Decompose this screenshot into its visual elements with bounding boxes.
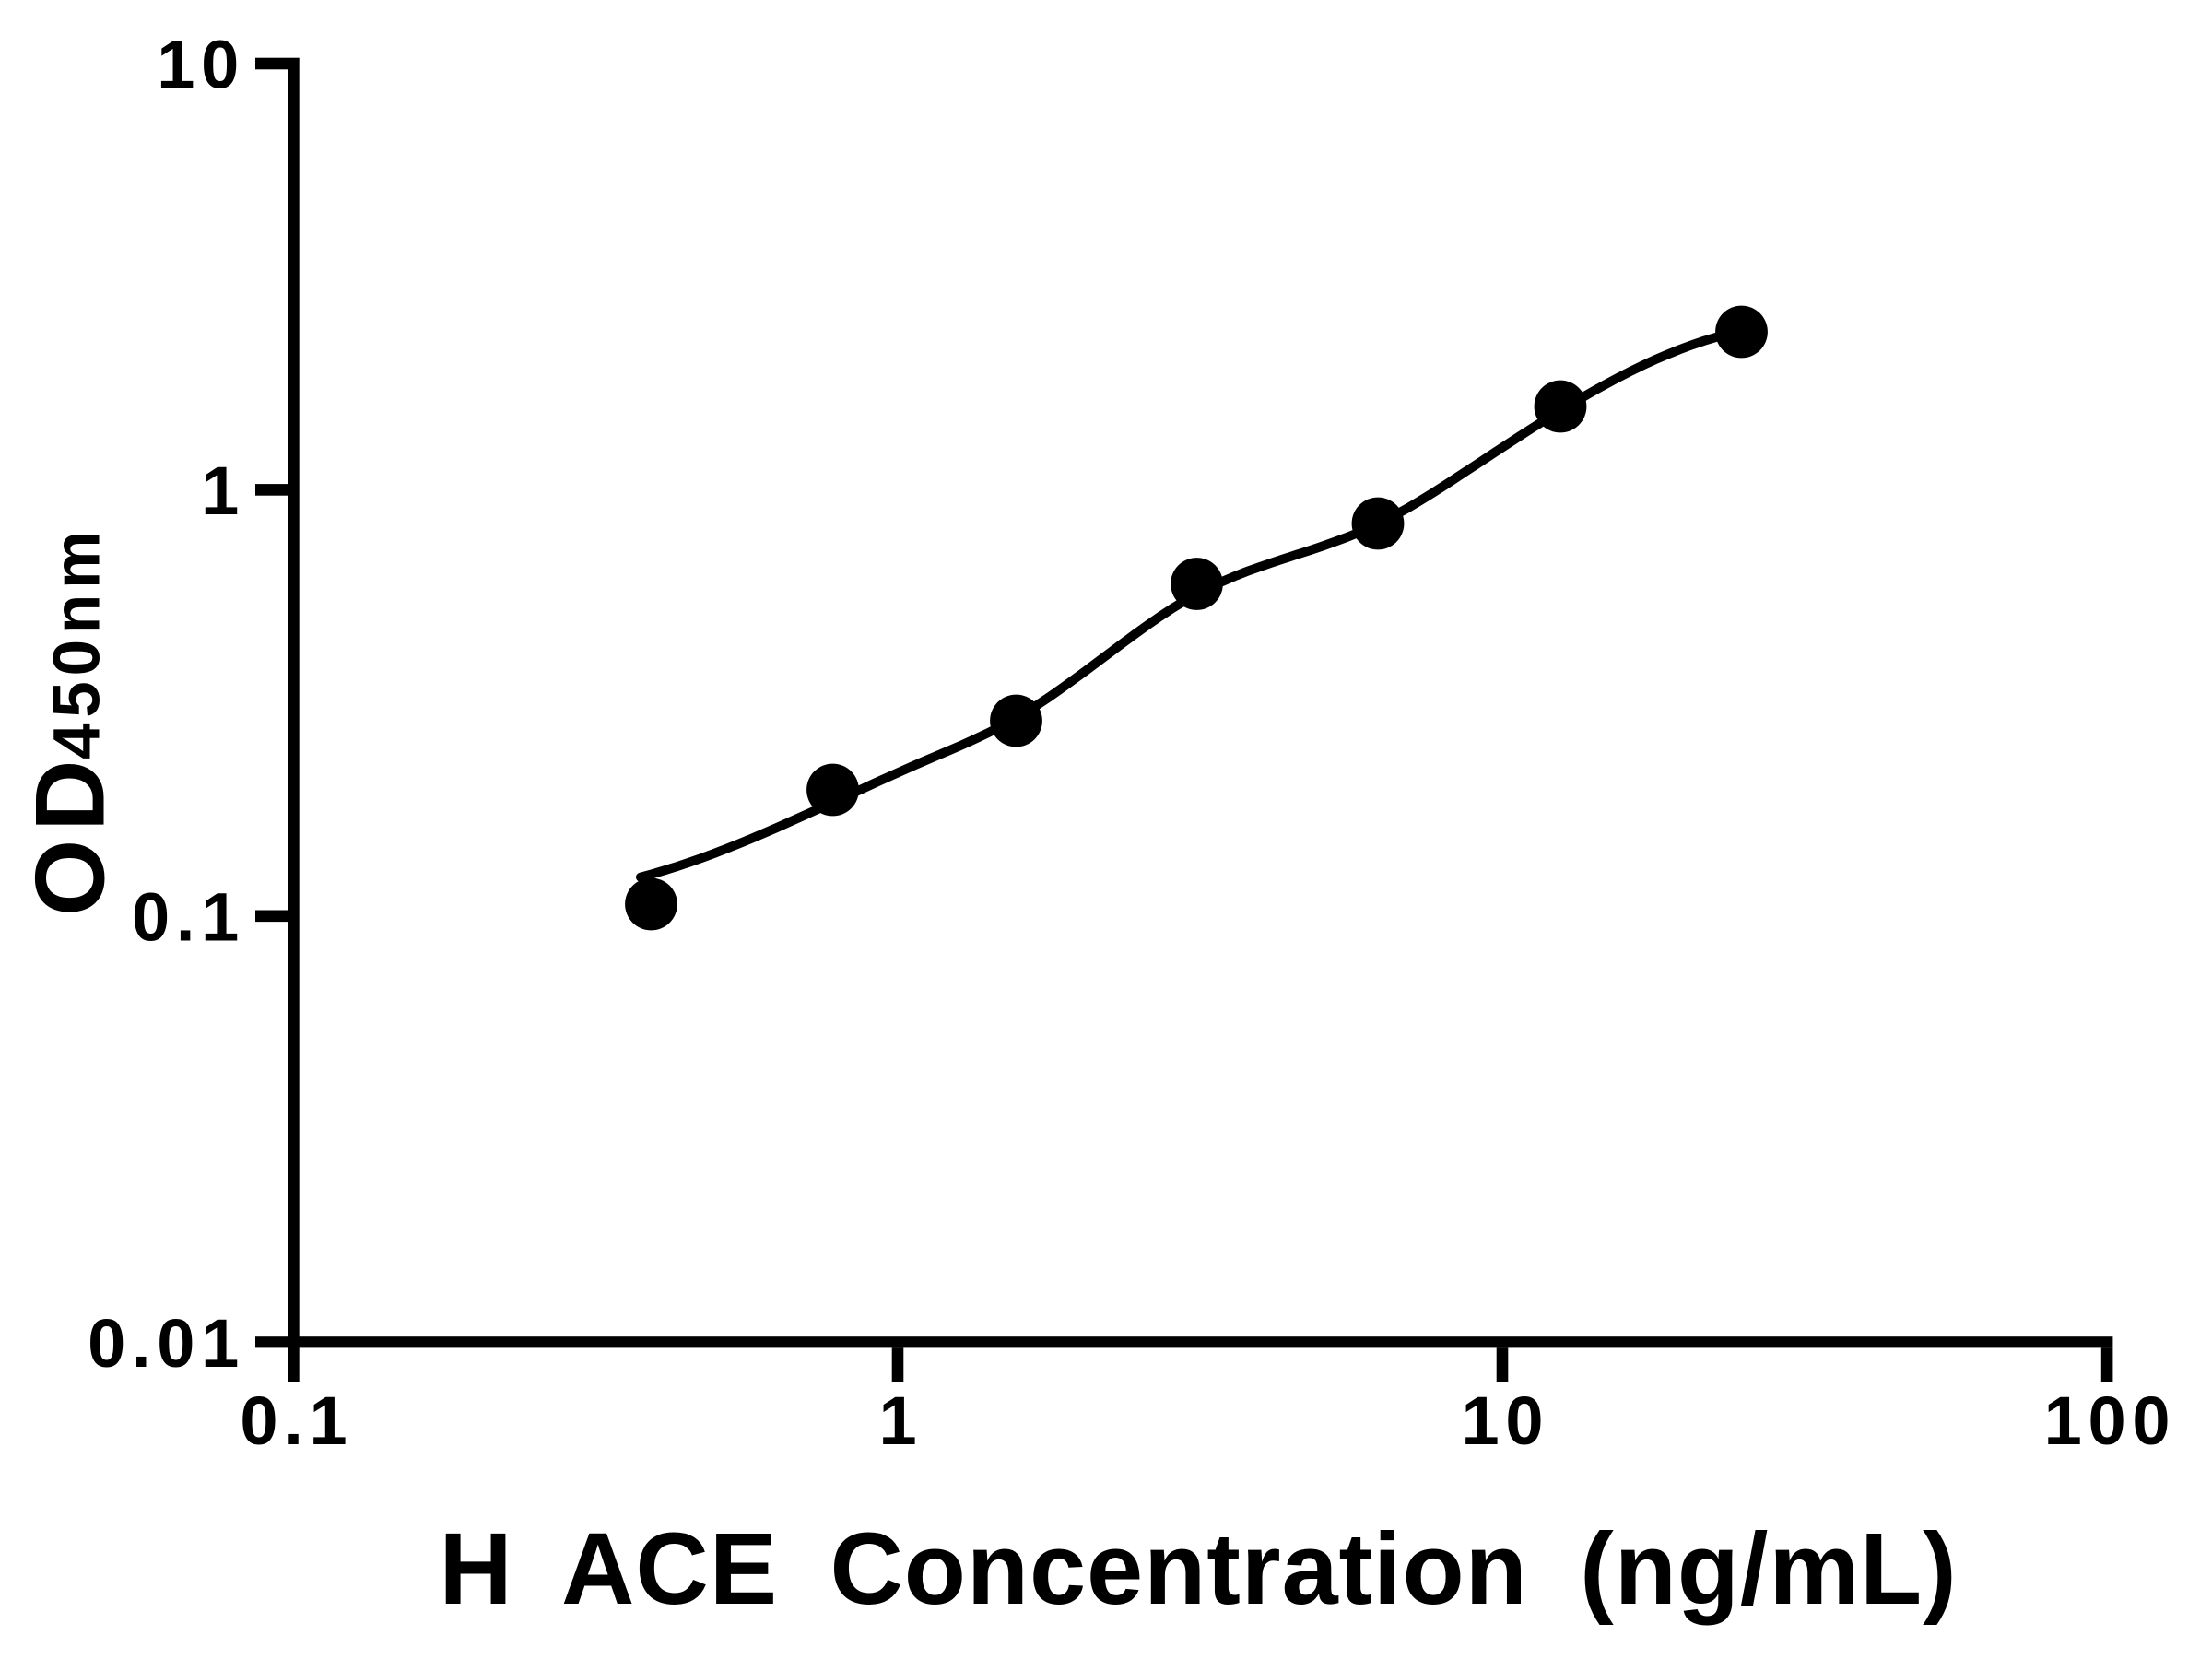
svg-text:OD: OD bbox=[15, 752, 125, 917]
svg-text:1: 1 bbox=[878, 1382, 923, 1459]
svg-text:10: 10 bbox=[157, 27, 245, 103]
svg-text:1: 1 bbox=[201, 453, 245, 529]
svg-text:0.01: 0.01 bbox=[88, 1305, 245, 1382]
svg-text:100: 100 bbox=[2044, 1382, 2177, 1459]
svg-text:10: 10 bbox=[1462, 1382, 1550, 1459]
svg-text:H ACE Concentration (ng/mL): H ACE Concentration (ng/mL) bbox=[439, 1512, 1957, 1626]
svg-text:0.1: 0.1 bbox=[240, 1382, 353, 1459]
svg-text:450nm: 450nm bbox=[41, 525, 114, 759]
svg-text:0.1: 0.1 bbox=[132, 878, 245, 955]
